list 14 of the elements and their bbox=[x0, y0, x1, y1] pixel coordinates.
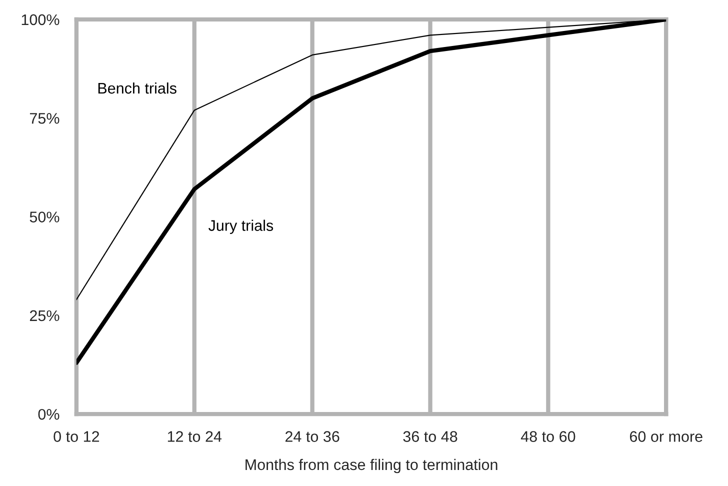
series-label: Bench trials bbox=[98, 82, 176, 94]
series-label: Jury trials bbox=[208, 220, 274, 234]
x-tick-label: 60 or more bbox=[630, 431, 702, 442]
y-tick-label: 0% bbox=[38, 408, 60, 420]
x-axis-title: Months from case filing to termination bbox=[246, 458, 498, 474]
x-tick-label: 12 to 24 bbox=[168, 431, 222, 442]
y-tick-label: 75% bbox=[30, 113, 60, 124]
x-tick-label: 0 to 12 bbox=[54, 431, 100, 442]
x-tick-label: 36 to 48 bbox=[403, 431, 458, 442]
x-tick-label: 24 to 36 bbox=[285, 431, 340, 442]
y-tick-label: 100% bbox=[22, 14, 60, 26]
y-tick-label: 50% bbox=[30, 212, 60, 222]
y-tick-label: 25% bbox=[30, 310, 60, 322]
x-tick-label: 48 to 60 bbox=[520, 431, 576, 442]
